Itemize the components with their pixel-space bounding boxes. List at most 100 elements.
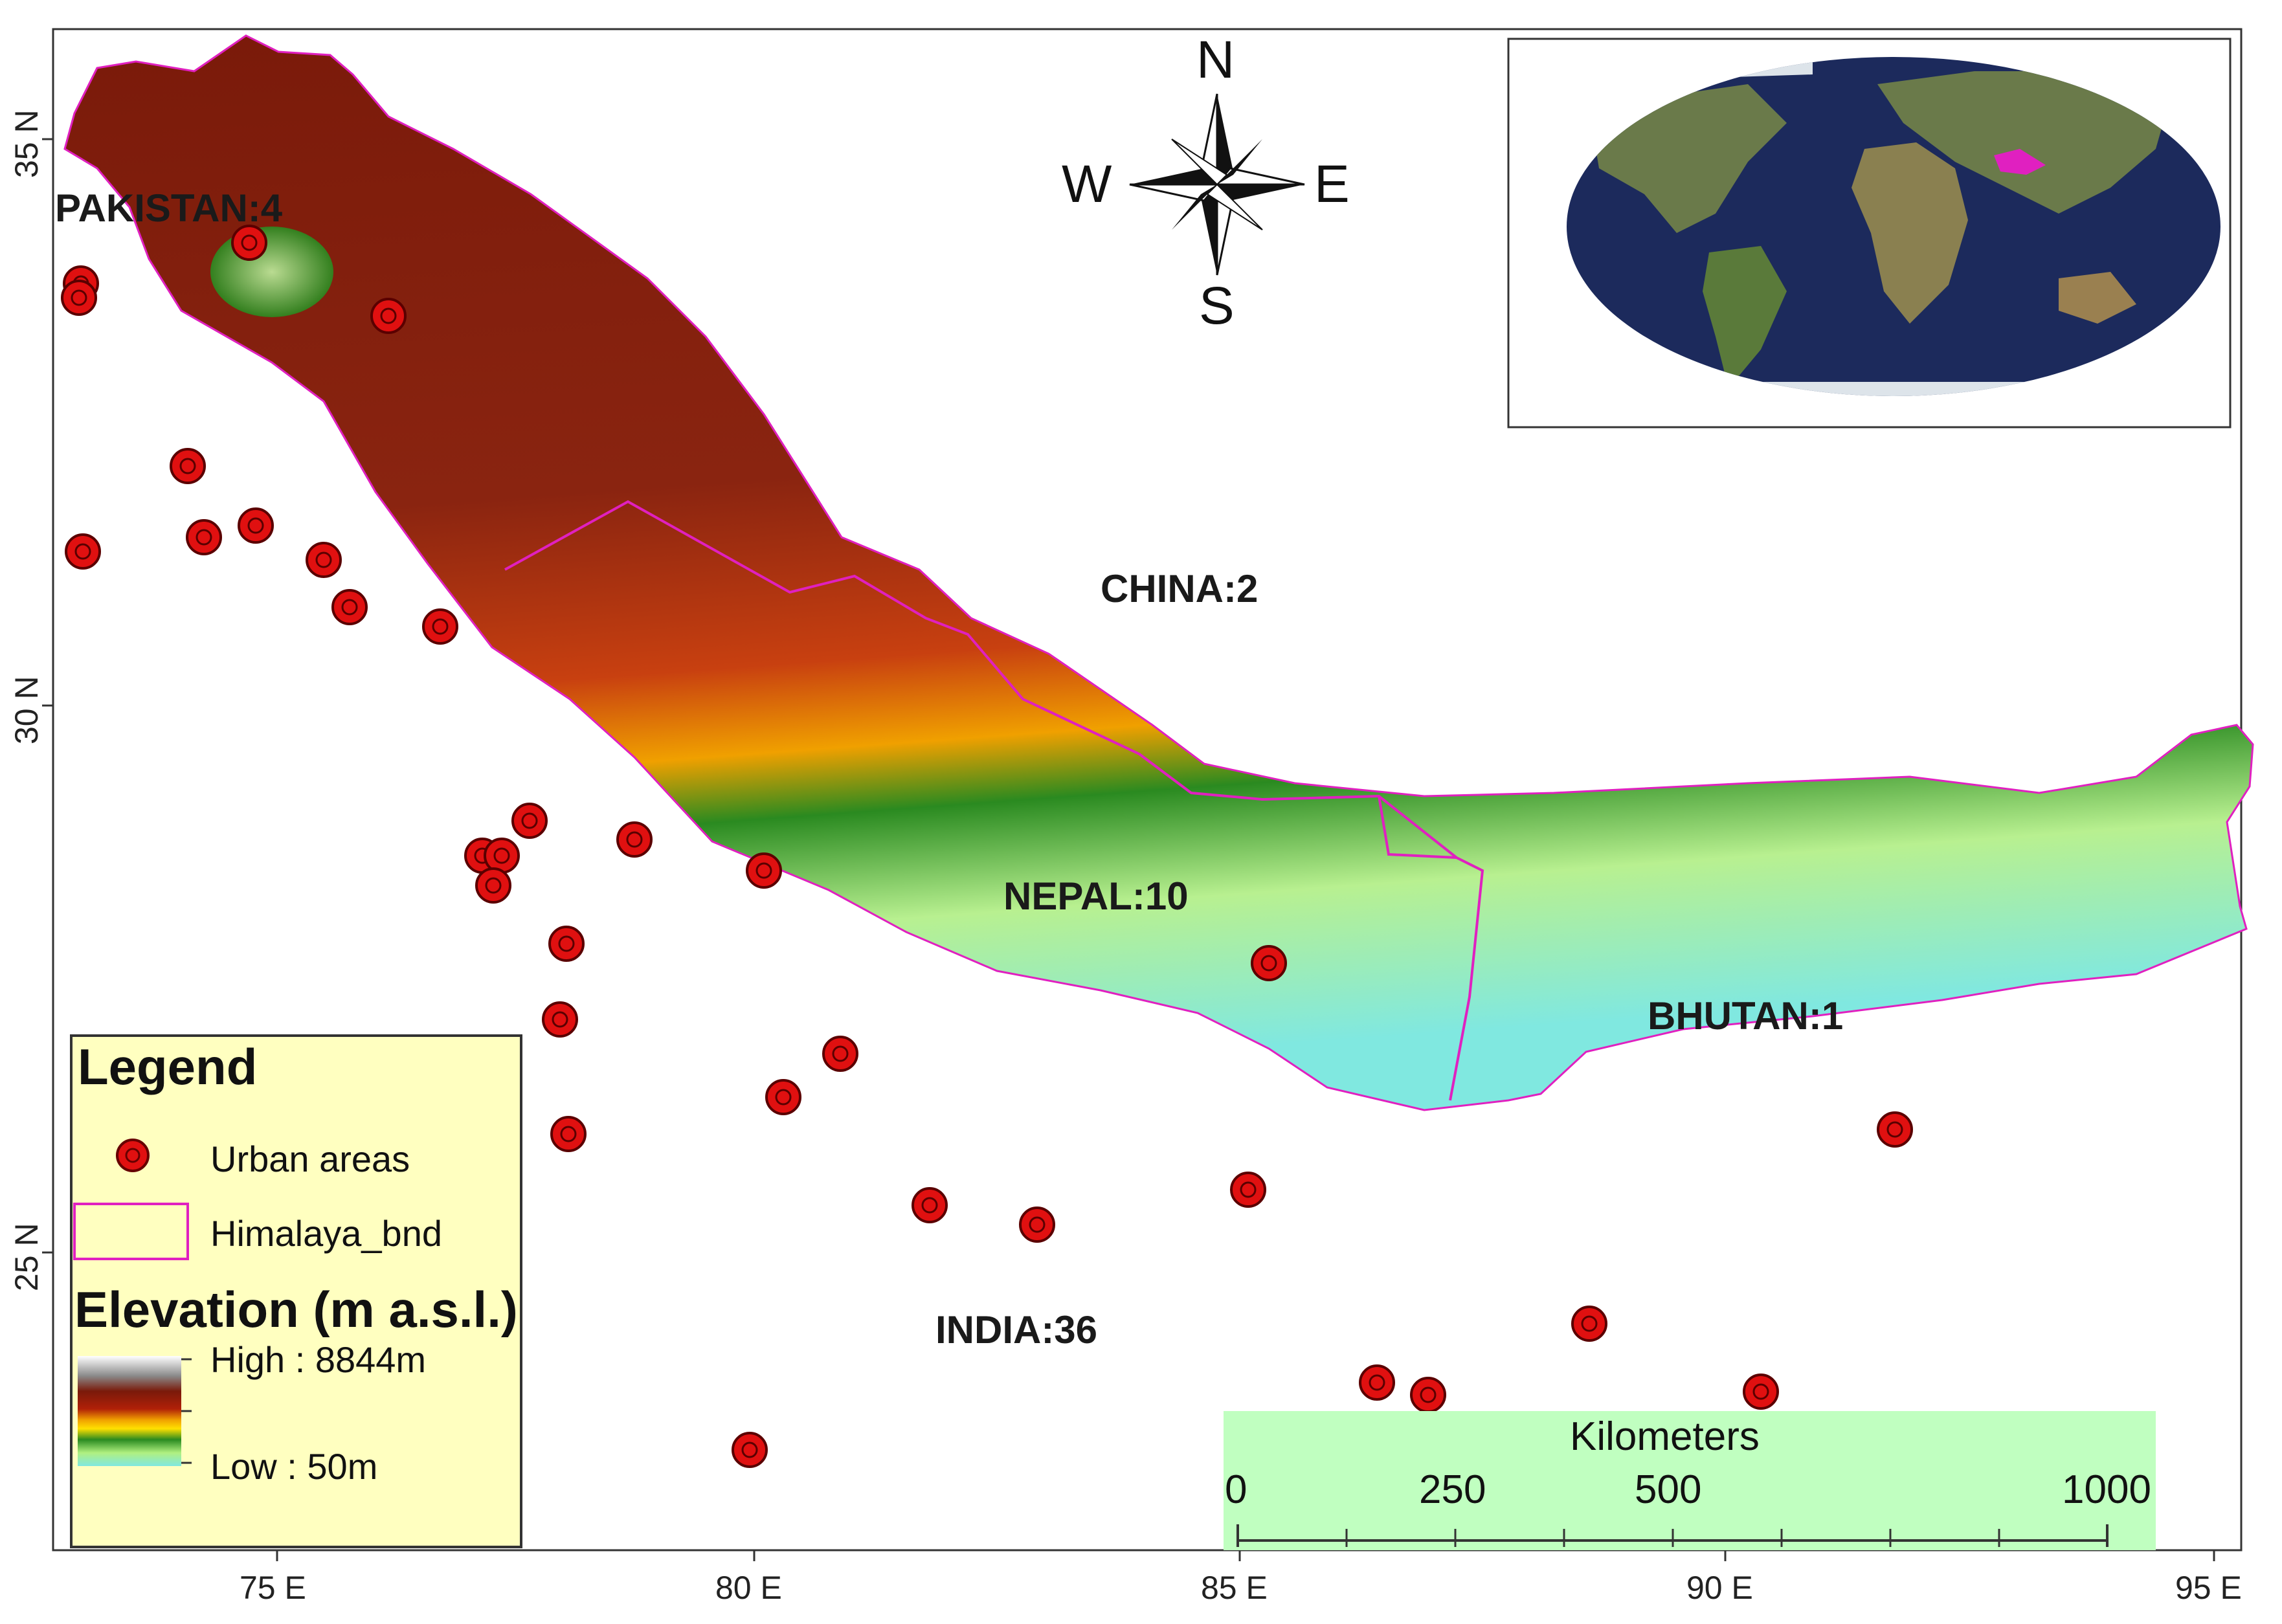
urban-area-marker-core [74, 543, 91, 560]
x-tick-95: 95 E [2175, 1570, 2242, 1606]
y-tick-35: 35 N [8, 109, 45, 178]
urban-area-marker [1877, 1111, 1913, 1148]
urban-area-marker [746, 852, 782, 889]
urban-area-marker-core [1029, 1216, 1046, 1233]
x-axis: 75 E 80 E 85 E 90 E 95 E [240, 1550, 2242, 1606]
urban-area-marker [170, 448, 206, 484]
urban-area-marker-core [1260, 955, 1277, 972]
urban-area-marker-core [741, 1441, 758, 1458]
urban-area-marker [231, 225, 267, 261]
urban-area-marker-core [315, 551, 332, 568]
x-tick-80: 80 E [715, 1570, 782, 1606]
scale-tick-500: 500 [1635, 1467, 1701, 1512]
urban-area-marker-core [1752, 1383, 1769, 1400]
urban-area-marker [616, 821, 653, 858]
urban-area-marker-core [432, 618, 449, 635]
urban-area-marker-core [71, 289, 87, 306]
urban-area-marker-core [196, 529, 212, 546]
urban-area-marker [1251, 945, 1287, 981]
china-bhutan-boundary [1378, 795, 1457, 859]
urban-area-marker-core [380, 307, 397, 324]
urban-area-marker-core [247, 517, 264, 534]
compass-west: W [1062, 155, 1112, 214]
urban-area-marker [511, 803, 548, 839]
urban-area-marker [732, 1432, 768, 1468]
y-tick-30: 30 N [8, 676, 45, 744]
urban-area-marker [1410, 1377, 1446, 1413]
compass-north: N [1196, 30, 1235, 89]
urban-area-marker-core [626, 831, 643, 848]
urban-area-marker-core [552, 1011, 568, 1028]
urban-area-icon [116, 1139, 150, 1172]
urban-area-marker [65, 533, 101, 570]
urban-area-marker [370, 298, 407, 334]
elevation-color-ramp [78, 1356, 181, 1466]
urban-area-marker-core [1886, 1121, 1903, 1138]
urban-area-marker [912, 1187, 948, 1223]
x-tick-90: 90 E [1686, 1570, 1753, 1606]
legend-title: Legend [78, 1038, 257, 1095]
urban-area-marker-core [558, 935, 575, 952]
y-axis: 35 N 30 N 25 N [8, 109, 53, 1291]
legend-low-label: Low : 50m [210, 1446, 377, 1487]
urban-area-marker [238, 507, 274, 544]
urban-area-marker [1230, 1172, 1266, 1208]
urban-area-marker [550, 1116, 587, 1152]
urban-area-marker [1571, 1306, 1607, 1342]
urban-area-marker [484, 838, 520, 874]
legend-elevation-title: Elevation (m a.s.l.) [74, 1281, 518, 1338]
china-nepal-boundary [504, 500, 1484, 1101]
urban-area-marker [475, 867, 511, 904]
scale-tick-250: 250 [1419, 1467, 1486, 1512]
legend-panel: Legend Urban areas Himalaya_bnd Elevatio… [70, 1034, 522, 1548]
urban-area-marker-core [493, 847, 510, 864]
compass-south: S [1199, 276, 1235, 335]
urban-area-marker-core [1581, 1315, 1598, 1332]
scale-tick-0: 0 [1225, 1467, 1247, 1512]
urban-area-marker [765, 1079, 801, 1115]
scale-title: Kilometers [1570, 1414, 1760, 1459]
urban-area-marker-core [521, 812, 538, 829]
urban-area-marker [331, 589, 368, 625]
urban-area-marker-core [1369, 1374, 1385, 1391]
compass-east: E [1314, 155, 1350, 214]
legend-high-label: High : 8844m [210, 1339, 426, 1380]
urban-area-marker [542, 1001, 578, 1038]
y-tick-25: 25 N [8, 1223, 45, 1291]
urban-area-marker-core [341, 599, 358, 616]
label-bhutan: BHUTAN:1 [1648, 994, 1843, 1038]
urban-areas-layer [61, 225, 1913, 1468]
label-pakistan: PAKISTAN:4 [55, 186, 283, 230]
inset-world-map [1507, 38, 2232, 428]
legend-urban-label: Urban areas [210, 1139, 410, 1179]
kashmir-valley [210, 227, 333, 317]
urban-area-marker-core [485, 877, 502, 894]
boundary-swatch [73, 1203, 189, 1260]
urban-area-marker [61, 280, 97, 316]
urban-area-marker [1359, 1364, 1395, 1401]
scale-tick-1000: 1000 [2062, 1467, 2151, 1512]
urban-area-marker [422, 608, 458, 645]
urban-area-marker-core [775, 1089, 792, 1106]
urban-area-marker-core [755, 862, 772, 879]
urban-area-marker [306, 542, 342, 578]
compass-rose-icon: N S E W [1062, 30, 1350, 335]
label-china: CHINA:2 [1101, 567, 1258, 610]
urban-area-marker [548, 926, 585, 962]
x-tick-85: 85 E [1201, 1570, 1268, 1606]
urban-area-marker [1019, 1207, 1055, 1243]
legend-boundary-label: Himalaya_bnd [210, 1213, 442, 1254]
x-tick-75: 75 E [240, 1570, 306, 1606]
urban-area-marker [822, 1036, 858, 1072]
himalaya-elevation-band [63, 34, 2254, 1111]
urban-area-marker-core [832, 1045, 849, 1062]
label-india: INDIA:36 [935, 1308, 1097, 1351]
urban-area-marker-core [921, 1197, 938, 1214]
label-nepal: NEPAL:10 [1003, 874, 1189, 918]
urban-area-marker-core [1240, 1181, 1257, 1198]
urban-area-marker [186, 519, 222, 555]
urban-area-marker-core [1420, 1386, 1437, 1403]
urban-area-marker-core [179, 458, 196, 474]
scale-bar: Kilometers 0 250 500 1000 [1224, 1411, 2156, 1550]
